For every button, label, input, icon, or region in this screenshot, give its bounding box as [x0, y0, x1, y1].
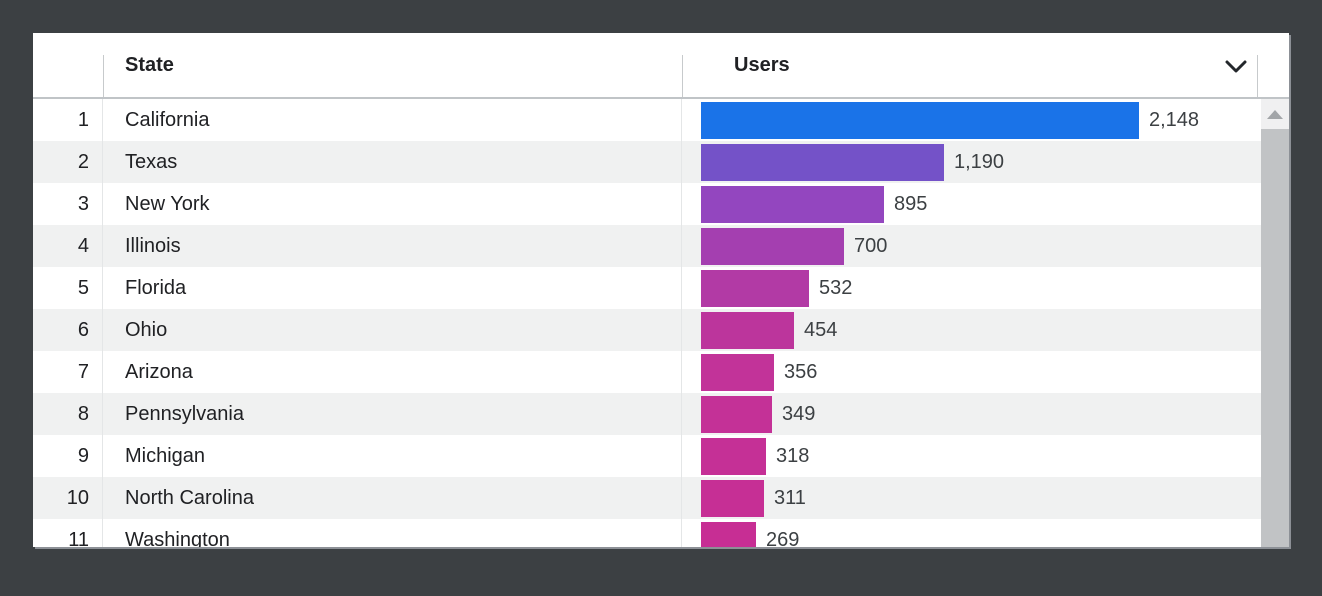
row-users-value: 454: [804, 318, 838, 341]
table-row: 9 Michigan 318: [33, 435, 1261, 477]
column-header-state-label: State: [125, 53, 174, 76]
row-state-label: Michigan: [103, 435, 682, 477]
row-rank: 6: [33, 309, 103, 351]
table-row: 1 California 2,148: [33, 99, 1261, 141]
row-state-label: North Carolina: [103, 477, 682, 519]
row-state-label: Arizona: [103, 351, 682, 393]
row-state-label: Illinois: [103, 225, 682, 267]
row-state-label: Pennsylvania: [103, 393, 682, 435]
user-count-bar: [701, 227, 844, 265]
row-users-value: 532: [819, 276, 853, 299]
table-row: 5 Florida 532: [33, 267, 1261, 309]
user-count-bar: [701, 143, 944, 181]
table-row: 6 Ohio 454: [33, 309, 1261, 351]
row-users-value: 895: [894, 192, 928, 215]
column-header-state: State: [125, 33, 174, 97]
table-row: 7 Arizona 356: [33, 351, 1261, 393]
row-users-cell: 454: [682, 309, 1261, 351]
scrollbar[interactable]: [1261, 99, 1289, 547]
row-users-value: 700: [854, 234, 888, 257]
row-users-cell: 349: [682, 393, 1261, 435]
column-options-button[interactable]: [1224, 58, 1248, 74]
row-rank: 7: [33, 351, 103, 393]
column-header-users: Users: [734, 33, 790, 97]
row-state-label: New York: [103, 183, 682, 225]
row-users-cell: 895: [682, 183, 1261, 225]
row-state-label: Texas: [103, 141, 682, 183]
table-row: 3 New York 895: [33, 183, 1261, 225]
row-users-cell: 2,148: [682, 99, 1261, 141]
row-users-cell: 269: [682, 519, 1261, 547]
user-count-bar: [701, 101, 1139, 139]
user-count-bar: [701, 353, 774, 391]
users-by-state-table-card: State Users 1 California 2,148 2 Texas 1…: [33, 33, 1289, 547]
row-rank: 2: [33, 141, 103, 183]
row-rank: 1: [33, 99, 103, 141]
user-count-bar: [701, 311, 794, 349]
header-divider: [1257, 55, 1258, 97]
row-rank: 3: [33, 183, 103, 225]
row-rank: 10: [33, 477, 103, 519]
scroll-up-button[interactable]: [1261, 99, 1289, 129]
row-users-value: 318: [776, 444, 810, 467]
row-users-cell: 311: [682, 477, 1261, 519]
chevron-down-icon: [1225, 60, 1247, 72]
row-rank: 8: [33, 393, 103, 435]
row-rank: 11: [33, 519, 103, 547]
row-users-cell: 532: [682, 267, 1261, 309]
row-rank: 4: [33, 225, 103, 267]
row-users-value: 349: [782, 402, 816, 425]
user-count-bar: [701, 185, 884, 223]
header-divider: [682, 55, 683, 97]
triangle-up-icon: [1267, 109, 1283, 119]
row-state-label: Washington: [103, 519, 682, 547]
user-count-bar: [701, 437, 766, 475]
table-row: 2 Texas 1,190: [33, 141, 1261, 183]
table-row: 11 Washington 269: [33, 519, 1261, 547]
table-body: 1 California 2,148 2 Texas 1,190 3 New Y…: [33, 99, 1261, 547]
row-state-label: Ohio: [103, 309, 682, 351]
scrollbar-thumb[interactable]: [1261, 129, 1289, 547]
row-state-label: California: [103, 99, 682, 141]
row-rank: 9: [33, 435, 103, 477]
row-users-cell: 356: [682, 351, 1261, 393]
table-row: 8 Pennsylvania 349: [33, 393, 1261, 435]
row-users-value: 269: [766, 528, 800, 548]
row-state-label: Florida: [103, 267, 682, 309]
row-users-cell: 318: [682, 435, 1261, 477]
table-header: State Users: [33, 33, 1289, 99]
row-rank: 5: [33, 267, 103, 309]
user-count-bar: [701, 269, 809, 307]
user-count-bar: [701, 521, 756, 547]
row-users-value: 1,190: [954, 150, 1005, 173]
row-users-cell: 1,190: [682, 141, 1261, 183]
row-users-value: 311: [774, 486, 806, 509]
user-count-bar: [701, 479, 764, 517]
row-users-value: 2,148: [1149, 108, 1200, 131]
row-users-value: 356: [784, 360, 818, 383]
header-divider: [103, 55, 104, 97]
table-row: 4 Illinois 700: [33, 225, 1261, 267]
column-header-users-label: Users: [734, 53, 790, 76]
user-count-bar: [701, 395, 772, 433]
table-row: 10 North Carolina 311: [33, 477, 1261, 519]
row-users-cell: 700: [682, 225, 1261, 267]
